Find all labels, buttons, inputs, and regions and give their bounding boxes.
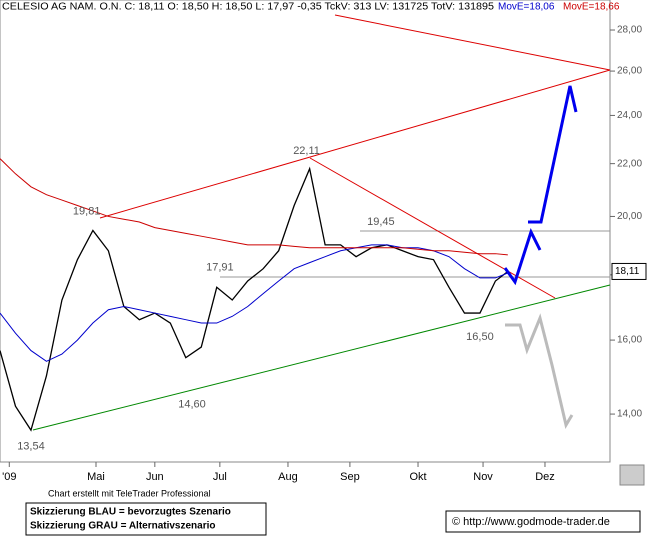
x-tick-label: Okt: [409, 471, 426, 483]
price-annotation: 22,11: [293, 145, 320, 157]
legend-box-line: Skizzierung BLAU = bevorzugtes Szenario: [30, 507, 231, 518]
x-tick-label: Mai: [87, 471, 105, 483]
price-annotation: 17,91: [206, 262, 234, 274]
logo-icon: [619, 464, 645, 486]
y-tick-label: 16,00: [617, 335, 642, 346]
price-annotation: 16,50: [466, 331, 494, 343]
x-tick-label: Aug: [278, 471, 298, 483]
y-tick-label: 24,00: [617, 110, 642, 121]
y-tick-label: 14,00: [617, 409, 642, 420]
scenario-arrow: [503, 228, 542, 286]
trend-line: [334, 14, 611, 71]
footer: Chart erstellt mit TeleTrader Profession…: [48, 488, 211, 498]
price-annotation: 14,60: [178, 399, 206, 411]
series-layer: [0, 158, 509, 432]
price-annotation: 13,54: [17, 440, 45, 452]
price-line: [0, 166, 509, 432]
moving-average: [0, 158, 508, 256]
source: © http://www.godmode-trader.de: [452, 516, 610, 528]
last-price-label: 18,11: [615, 266, 640, 277]
scenario-arrow: [528, 85, 578, 224]
legend-entry: MovE=18,66: [563, 2, 620, 13]
legend-box-line: Skizzierung GRAU = Alternativszenario: [30, 521, 216, 532]
moving-average: [0, 244, 509, 362]
trend-line: [309, 157, 556, 299]
x-tick-label: Nov: [473, 471, 493, 483]
y-tick-label: 22,00: [617, 158, 642, 169]
last-price-box: [611, 262, 647, 280]
chart-title: CELESIO AG NAM. O.N. C: 18,11 O: 18,50 H…: [2, 2, 494, 13]
alt-scenario-arrow: [505, 313, 574, 429]
y-tick-label: 26,00: [617, 66, 642, 77]
price-annotation: 19,81: [73, 206, 101, 218]
x-tick-label: Jun: [146, 471, 164, 483]
trend-line: [99, 69, 611, 219]
price-annotation: 19,45: [367, 216, 395, 228]
x-tick-label: Dez: [535, 471, 555, 483]
legend-box: [25, 502, 267, 536]
source-box: [445, 510, 641, 533]
legend-entry: MovE=18,06: [498, 2, 555, 13]
trend-line: [32, 284, 611, 431]
y-tick-label: 20,00: [617, 211, 642, 222]
x-tick-label: Jul: [213, 471, 227, 483]
x-tick-label: '09: [2, 471, 16, 483]
x-tick-label: Sep: [340, 471, 360, 483]
y-tick-label: 28,00: [617, 25, 642, 36]
